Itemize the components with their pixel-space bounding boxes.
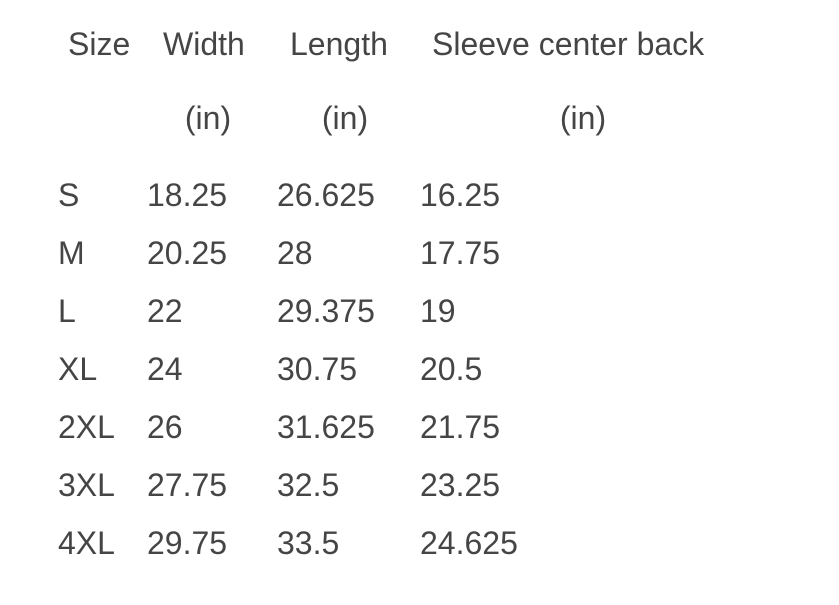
cell-length: 31.625 [277,409,375,445]
cell-size: 3XL [58,467,115,503]
header-width: Width [163,26,245,62]
header-sleeve: Sleeve center back [432,26,705,62]
cell-sleeve: 24.625 [420,525,518,561]
cell-sleeve: 16.25 [420,177,501,213]
cell-sleeve: 19 [420,293,456,329]
cell-size: XL [58,351,98,387]
cell-width: 29.75 [147,525,228,561]
cell-width: 27.75 [147,467,228,503]
cell-length: 32.5 [277,467,340,503]
cell-sleeve: 21.75 [420,409,501,445]
cell-length: 26.625 [277,177,375,213]
cell-sleeve: 17.75 [420,235,501,271]
cell-width: 26 [147,409,183,445]
cell-length: 29.375 [277,293,375,329]
cell-size: 2XL [58,409,115,445]
cell-length: 30.75 [277,351,358,387]
cell-width: 20.25 [147,235,228,271]
cell-length: 28 [277,235,313,271]
cell-size: L [58,293,76,329]
unit-width: (in) [184,100,232,136]
cell-sleeve: 20.5 [420,351,483,387]
cell-width: 22 [147,293,183,329]
cell-width: 18.25 [147,177,228,213]
cell-size: 4XL [58,525,115,561]
cell-width: 24 [147,351,183,387]
unit-sleeve: (in) [559,100,607,136]
cell-sleeve: 23.25 [420,467,501,503]
cell-size: S [58,177,80,213]
cell-length: 33.5 [277,525,340,561]
header-length: Length [290,26,388,62]
header-size: Size [68,26,131,62]
unit-length: (in) [321,100,369,136]
cell-size: M [58,235,85,271]
